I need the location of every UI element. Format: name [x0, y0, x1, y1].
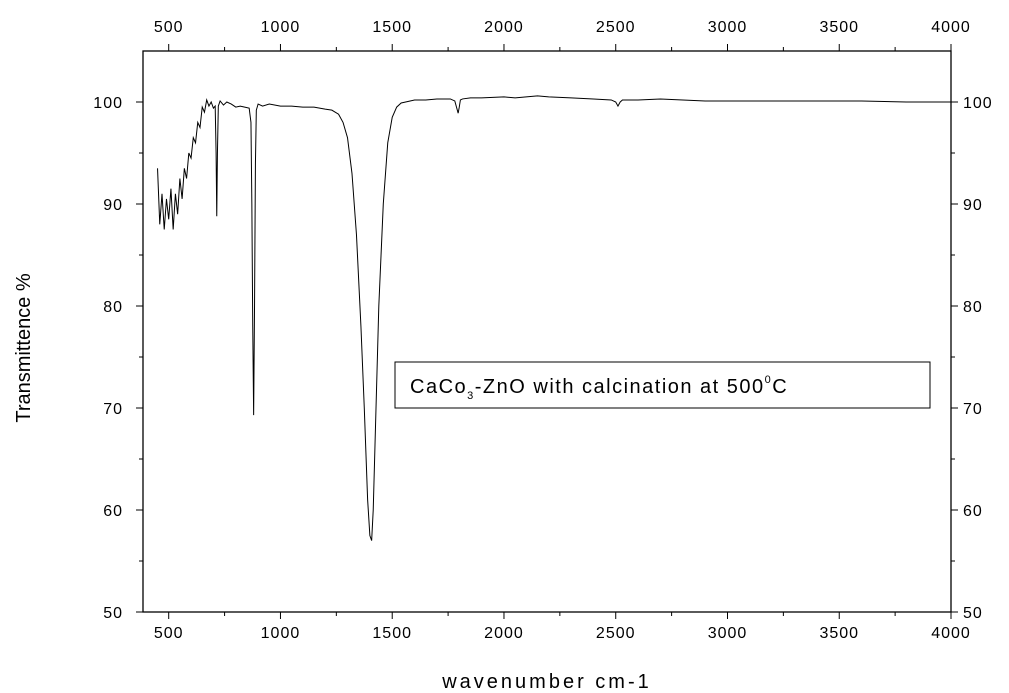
x-tick-label-bottom-1500: 1500 [372, 625, 412, 642]
y-tick-label-right-70: 70 [963, 401, 983, 418]
y-tick-label-left-60: 60 [103, 503, 123, 520]
x-tick-label-bottom-3000: 3000 [708, 625, 748, 642]
x-tick-label-bottom-500: 500 [154, 625, 184, 642]
x-tick-label-top-500: 500 [154, 19, 184, 36]
y-axis-title: Transmittence % [13, 273, 35, 423]
x-tick-label-bottom-1000: 1000 [261, 625, 301, 642]
annotation-text: CaCo3-ZnO with calcination at 5000C [410, 374, 788, 402]
y-tick-label-left-70: 70 [103, 401, 123, 418]
x-tick-label-top-3000: 3000 [708, 19, 748, 36]
y-axis-ticks: 50 50 60 60 70 70 80 80 90 90 100 100 [93, 95, 993, 622]
y-tick-label-right-60: 60 [963, 503, 983, 520]
x-tick-label-top-4000: 4000 [931, 19, 971, 36]
x-tick-label-top-2000: 2000 [484, 19, 524, 36]
x-axis-title: wavenumber cm-1 [441, 671, 652, 693]
annotation-subscript: 3 [467, 390, 475, 402]
x-tick-label-bottom-2000: 2000 [484, 625, 524, 642]
y-tick-label-right-100: 100 [963, 95, 993, 112]
x-tick-label-top-1000: 1000 [261, 19, 301, 36]
annotation-main: CaCo [410, 376, 467, 398]
y-tick-label-right-90: 90 [963, 197, 983, 214]
y-tick-label-left-90: 90 [103, 197, 123, 214]
annotation-box: CaCo3-ZnO with calcination at 5000C [394, 361, 931, 409]
plot-frame [142, 50, 952, 613]
y-tick-label-left-80: 80 [103, 299, 123, 316]
y-tick-label-left-100: 100 [93, 95, 123, 112]
y-tick-label-right-80: 80 [963, 299, 983, 316]
x-axis-ticks: 5005001000100015001500200020002500250030… [154, 19, 971, 642]
series-line-transmittance [157, 95, 951, 541]
annotation-end: C [772, 376, 788, 398]
y-tick-label-right-50: 50 [963, 605, 983, 622]
x-tick-label-bottom-3500: 3500 [819, 625, 859, 642]
y-tick-label-left-50: 50 [103, 605, 123, 622]
x-tick-label-bottom-4000: 4000 [931, 625, 971, 642]
x-tick-label-bottom-2500: 2500 [596, 625, 636, 642]
x-tick-label-top-3500: 3500 [819, 19, 859, 36]
x-tick-label-top-2500: 2500 [596, 19, 636, 36]
x-tick-label-top-1500: 1500 [372, 19, 412, 36]
annotation-middle: -ZnO with calcination at 500 [475, 376, 765, 398]
annotation-superscript: 0 [765, 374, 773, 386]
annotation-frame [394, 361, 931, 409]
